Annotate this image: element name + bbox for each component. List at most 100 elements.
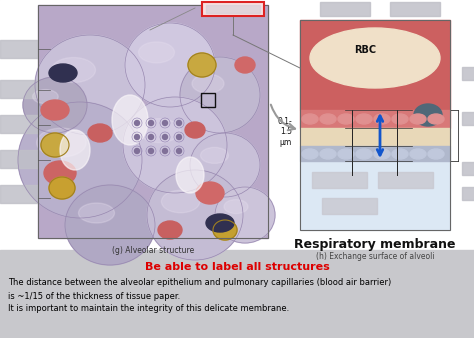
Ellipse shape [176,157,204,193]
Bar [378,172,433,188]
Bar [300,20,450,230]
Bar [38,5,268,238]
Ellipse shape [33,90,58,104]
Ellipse shape [392,114,408,124]
Ellipse shape [428,114,444,124]
Bar [300,146,450,161]
Ellipse shape [36,128,86,157]
Ellipse shape [65,185,155,265]
Ellipse shape [374,149,390,159]
Ellipse shape [213,220,237,240]
Bar [462,187,474,200]
Ellipse shape [147,170,243,260]
Ellipse shape [215,187,275,243]
Ellipse shape [180,57,260,133]
Text: 0.1-
1.5
μm: 0.1- 1.5 μm [277,117,292,147]
Circle shape [148,135,154,140]
Ellipse shape [138,42,174,63]
Ellipse shape [320,149,336,159]
Ellipse shape [52,57,95,82]
Ellipse shape [23,77,87,133]
Bar [312,172,367,188]
Bar [206,5,260,13]
Ellipse shape [224,200,248,214]
Bar [0,80,38,98]
Ellipse shape [41,100,69,120]
Text: (g) Alveolar structure: (g) Alveolar structure [112,246,194,255]
Ellipse shape [112,95,148,145]
Circle shape [148,121,154,125]
Text: The distance between the alveolar epithelium and pulmonary capillaries (blood ai: The distance between the alveolar epithe… [8,278,391,287]
Bar [0,40,38,58]
Bar [0,250,474,338]
Ellipse shape [49,64,77,82]
Ellipse shape [414,104,442,126]
Ellipse shape [35,35,145,135]
Ellipse shape [88,124,112,142]
Bar [201,93,215,107]
Bar [0,0,474,250]
Bar [300,20,450,110]
Ellipse shape [235,57,255,73]
Ellipse shape [188,53,216,77]
Circle shape [135,148,139,153]
FancyArrowPatch shape [271,105,295,130]
Ellipse shape [44,161,76,185]
Text: (h) Exchange surface of alveoli: (h) Exchange surface of alveoli [316,252,434,261]
Text: Be able to label all structures: Be able to label all structures [145,262,329,272]
Circle shape [135,135,139,140]
Ellipse shape [310,28,440,88]
Bar [0,115,38,133]
Ellipse shape [190,133,260,197]
Ellipse shape [374,114,390,124]
Ellipse shape [79,203,115,223]
Ellipse shape [192,74,224,93]
Circle shape [163,135,167,140]
Ellipse shape [428,149,444,159]
Bar [0,185,38,203]
Ellipse shape [320,114,336,124]
Ellipse shape [125,23,215,107]
Ellipse shape [338,149,354,159]
Ellipse shape [302,114,318,124]
Bar [300,128,450,146]
Ellipse shape [196,182,224,204]
Circle shape [176,148,182,153]
Ellipse shape [356,114,372,124]
Circle shape [135,121,139,125]
Bar [390,2,440,16]
Bar [300,110,450,128]
Ellipse shape [201,147,228,163]
Bar [462,112,474,125]
Bar [0,150,38,168]
Ellipse shape [338,114,354,124]
Ellipse shape [162,190,200,213]
Ellipse shape [185,122,205,138]
Ellipse shape [410,149,426,159]
Ellipse shape [158,221,182,239]
Bar [322,198,377,214]
Text: is ~1/15 of the thickness of tissue paper.: is ~1/15 of the thickness of tissue pape… [8,292,180,301]
Ellipse shape [138,119,180,143]
Text: Respiratory membrane: Respiratory membrane [294,238,456,251]
Text: RBC: RBC [354,45,376,55]
Circle shape [176,135,182,140]
Bar [38,5,268,238]
Bar [300,161,450,230]
Bar [462,67,474,80]
Ellipse shape [302,149,318,159]
Circle shape [148,148,154,153]
Ellipse shape [410,114,426,124]
Circle shape [163,148,167,153]
Ellipse shape [123,97,227,193]
Ellipse shape [49,177,75,199]
Ellipse shape [18,102,142,218]
Circle shape [176,121,182,125]
Bar [462,162,474,175]
Ellipse shape [356,149,372,159]
Text: It is important to maintain the integrity of this delicate membrane.: It is important to maintain the integrit… [8,304,289,313]
Ellipse shape [392,149,408,159]
Ellipse shape [41,133,69,157]
Bar [300,20,450,230]
Ellipse shape [60,130,90,170]
